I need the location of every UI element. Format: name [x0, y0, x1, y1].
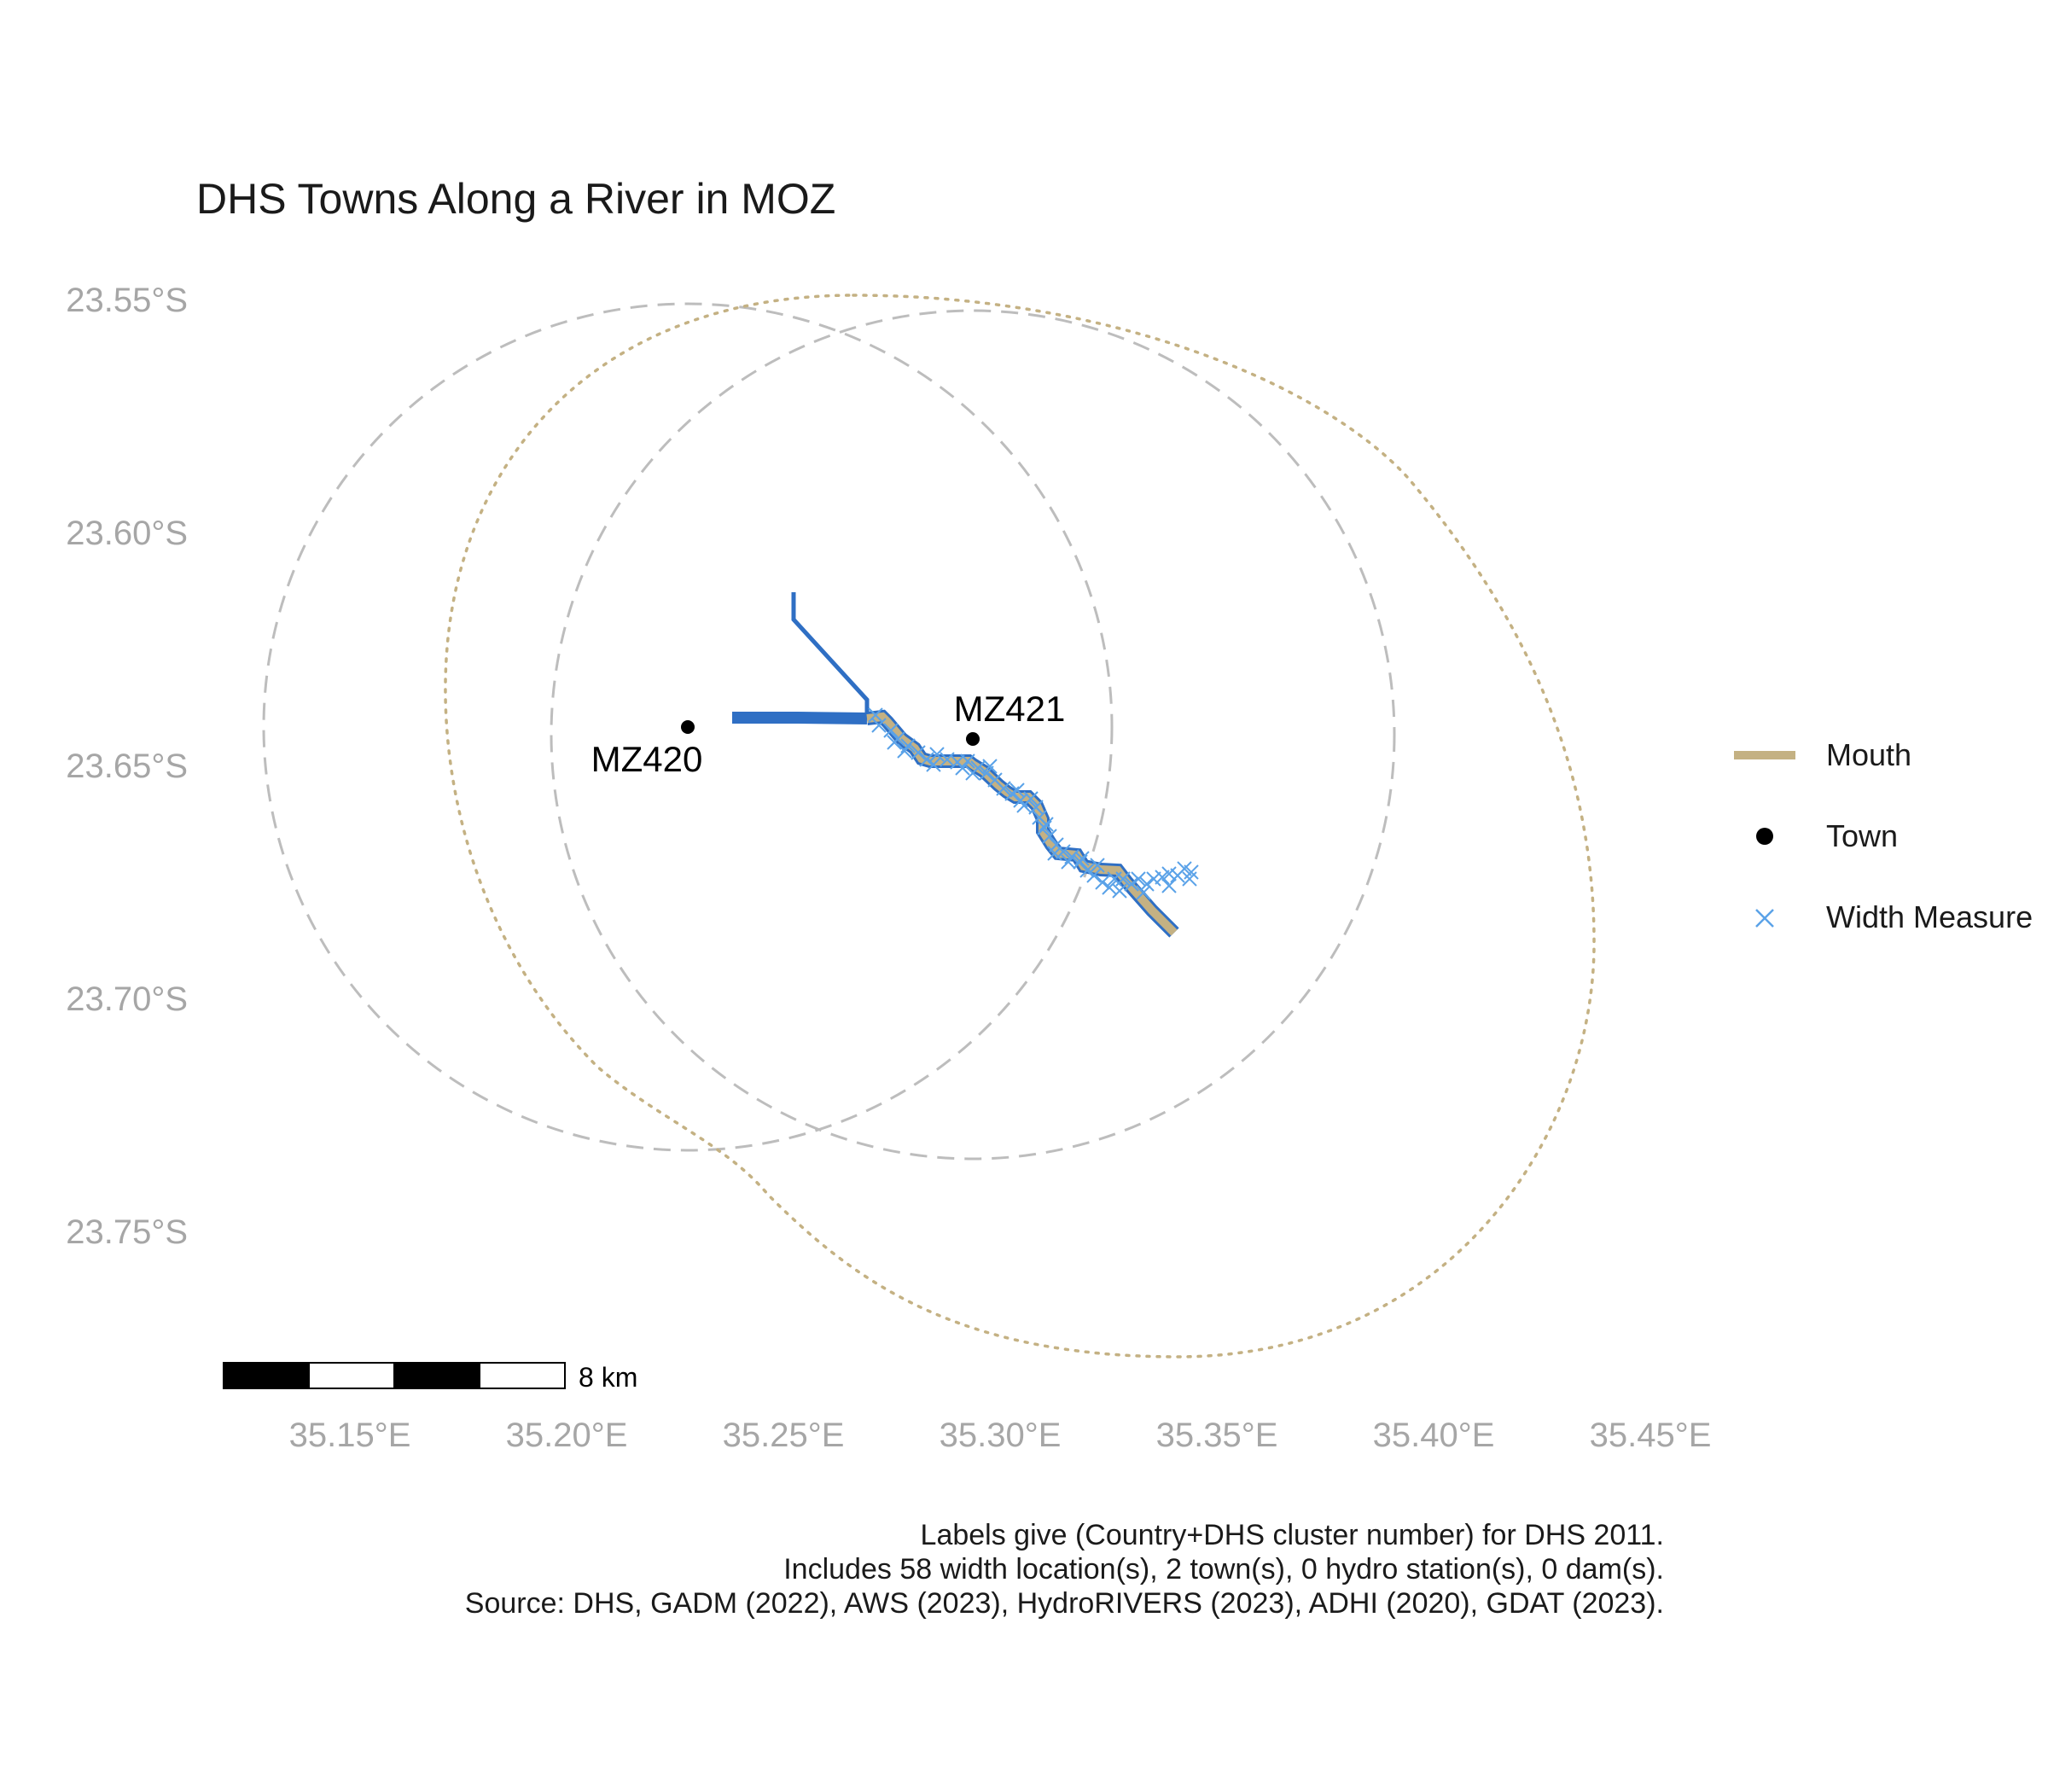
legend-cross-swatch — [1755, 909, 1774, 928]
town-point — [681, 720, 695, 734]
scale-bar-label: 8 km — [579, 1362, 637, 1393]
river-mouth-segment — [866, 712, 1178, 936]
width-measure-markers — [868, 707, 1199, 900]
width-measure-marker — [1079, 863, 1095, 878]
legend-label: Town — [1826, 818, 1898, 853]
width-measure-marker — [940, 752, 955, 767]
legend-item-width-measure: Width Measure — [1755, 899, 2033, 934]
legend-label: Mouth — [1826, 737, 1911, 772]
y-tick-label: 23.65°S — [66, 748, 188, 785]
x-axis: 35.15°E 35.20°E 35.25°E 35.30°E 35.35°E … — [289, 1417, 1712, 1454]
town-label: MZ421 — [954, 689, 1066, 729]
width-measure-marker — [965, 765, 980, 781]
caption-line: Includes 58 width location(s), 2 town(s)… — [783, 1553, 1664, 1585]
scale-bar: 8 km — [223, 1362, 637, 1393]
width-measure-marker — [1090, 858, 1105, 873]
town-mz420: MZ420 — [591, 720, 703, 779]
caption-line: Source: DHS, GADM (2022), AWS (2023), Hy… — [465, 1587, 1664, 1620]
width-measure-marker — [883, 723, 899, 738]
town-buffers — [262, 302, 1396, 1161]
width-measure-marker — [1112, 883, 1127, 899]
town-mz421: MZ421 — [954, 689, 1066, 746]
scale-bar-segment — [393, 1362, 480, 1389]
town-label: MZ420 — [591, 739, 703, 779]
y-tick-label: 23.60°S — [66, 515, 188, 552]
legend-label: Width Measure — [1826, 899, 2033, 934]
x-tick-label: 35.45°E — [1590, 1417, 1712, 1454]
river-tributary-north — [791, 592, 882, 719]
y-tick-label: 23.75°S — [66, 1213, 188, 1251]
legend: Mouth Town Width Measure — [1734, 737, 2033, 934]
scale-bar-segment — [479, 1362, 566, 1389]
river-tributary-west — [732, 712, 868, 724]
width-measure-marker — [1042, 829, 1057, 844]
x-tick-label: 35.20°E — [506, 1417, 628, 1454]
width-measure-marker — [1102, 880, 1117, 895]
width-measure-marker — [929, 747, 945, 762]
legend-town-swatch — [1756, 828, 1773, 845]
width-measure-marker — [1061, 854, 1076, 870]
y-tick-label: 23.55°S — [66, 282, 188, 319]
width-measure-marker — [1115, 871, 1131, 887]
width-measure-marker — [1161, 878, 1177, 893]
caption-line: Labels give (Country+DHS cluster number)… — [921, 1519, 1664, 1551]
width-measure-marker — [926, 757, 941, 772]
legend-item-mouth: Mouth — [1734, 737, 1911, 772]
width-measure-marker — [960, 753, 975, 769]
map-title: DHS Towns Along a River in MOZ — [196, 175, 835, 223]
width-measure-marker — [897, 743, 912, 759]
y-axis: 23.55°S 23.60°S 23.65°S 23.70°S 23.75°S — [66, 282, 188, 1251]
width-measure-marker — [1139, 876, 1155, 892]
width-measure-marker — [1016, 798, 1032, 813]
x-tick-label: 35.35°E — [1156, 1417, 1278, 1454]
width-measure-marker — [1074, 851, 1090, 866]
width-measure-marker — [868, 707, 883, 723]
width-measure-marker — [1124, 876, 1139, 892]
x-tick-label: 35.25°E — [723, 1417, 845, 1454]
mouth-buffer-circle — [444, 294, 1596, 1359]
width-measure-marker — [911, 745, 926, 760]
width-measure-marker — [1182, 871, 1197, 887]
scale-bar-segment — [308, 1362, 395, 1389]
width-measure-marker — [955, 760, 970, 776]
width-measure-marker — [1131, 871, 1146, 887]
width-measure-marker — [1095, 875, 1110, 890]
width-measure-marker — [996, 781, 1011, 796]
buffer-circle-mz420 — [262, 302, 1114, 1152]
y-tick-label: 23.70°S — [66, 980, 188, 1018]
width-measure-marker — [1039, 817, 1054, 832]
width-measure-marker — [1037, 820, 1052, 835]
x-tick-label: 35.15°E — [289, 1417, 411, 1454]
town-point — [966, 732, 980, 746]
width-measure-marker — [1009, 783, 1025, 798]
x-tick-label: 35.40°E — [1373, 1417, 1495, 1454]
caption: Labels give (Country+DHS cluster number)… — [465, 1519, 1664, 1620]
width-measure-marker — [871, 718, 887, 733]
width-measure-marker — [982, 759, 998, 774]
width-measure-marker — [1047, 846, 1062, 861]
scale-bar-segment — [223, 1362, 310, 1389]
legend-item-town: Town — [1756, 818, 1898, 853]
width-measure-marker — [887, 735, 902, 750]
width-measure-marker — [1086, 868, 1102, 883]
width-measure-marker — [919, 752, 934, 767]
x-tick-label: 35.30°E — [940, 1417, 1062, 1454]
buffer-circle-mz421 — [550, 309, 1396, 1161]
width-measure-marker — [1136, 885, 1151, 900]
width-measure-marker — [1073, 854, 1088, 870]
